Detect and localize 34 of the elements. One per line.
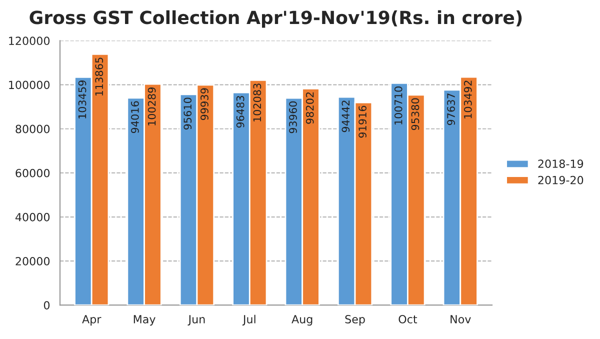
data-label: 97637 bbox=[447, 93, 455, 126]
data-label: 94442 bbox=[342, 100, 350, 132]
data-label: 103492 bbox=[464, 80, 472, 118]
x-tick-label: Aug bbox=[292, 315, 312, 326]
y-tick-label: 100000 bbox=[9, 80, 50, 90]
data-label: 99939 bbox=[200, 88, 208, 120]
y-tick-label: 20000 bbox=[16, 257, 50, 266]
data-label: 91916 bbox=[358, 106, 366, 138]
data-label: 98202 bbox=[306, 92, 314, 124]
data-label: 103459 bbox=[78, 80, 86, 118]
y-tick-label: 120000 bbox=[9, 36, 50, 46]
x-tick-label: Apr bbox=[82, 315, 102, 326]
data-label: 102083 bbox=[253, 84, 262, 122]
data-label: 94016 bbox=[131, 101, 139, 134]
data-label: 95610 bbox=[184, 98, 192, 130]
y-tick-label: 40000 bbox=[15, 212, 50, 222]
y-tick-label: 60000 bbox=[16, 168, 50, 178]
y-tick-label: 80000 bbox=[16, 124, 50, 134]
x-tick-label: Oct bbox=[398, 315, 418, 324]
x-tick-label: Nov bbox=[450, 315, 471, 324]
data-label: 93960 bbox=[289, 101, 297, 134]
legend-label: 2018-19 bbox=[538, 160, 584, 168]
legend-label: 2019-20 bbox=[538, 176, 584, 184]
data-label: 100289 bbox=[148, 87, 156, 126]
x-tick-label: Jul bbox=[242, 314, 256, 326]
y-tick-label: 0 bbox=[44, 301, 50, 310]
x-tick-label: Sep bbox=[345, 315, 365, 326]
data-label: 96483 bbox=[236, 96, 244, 128]
x-tick-label: May bbox=[134, 315, 156, 326]
data-label: 113865 bbox=[95, 58, 104, 96]
data-label: 95380 bbox=[411, 98, 420, 130]
x-tick-label: Jun bbox=[188, 315, 205, 326]
chart-title: Gross GST Collection Apr'19-Nov'19(Rs. in crore) bbox=[30, 10, 522, 28]
data-label: 100710 bbox=[394, 86, 402, 124]
